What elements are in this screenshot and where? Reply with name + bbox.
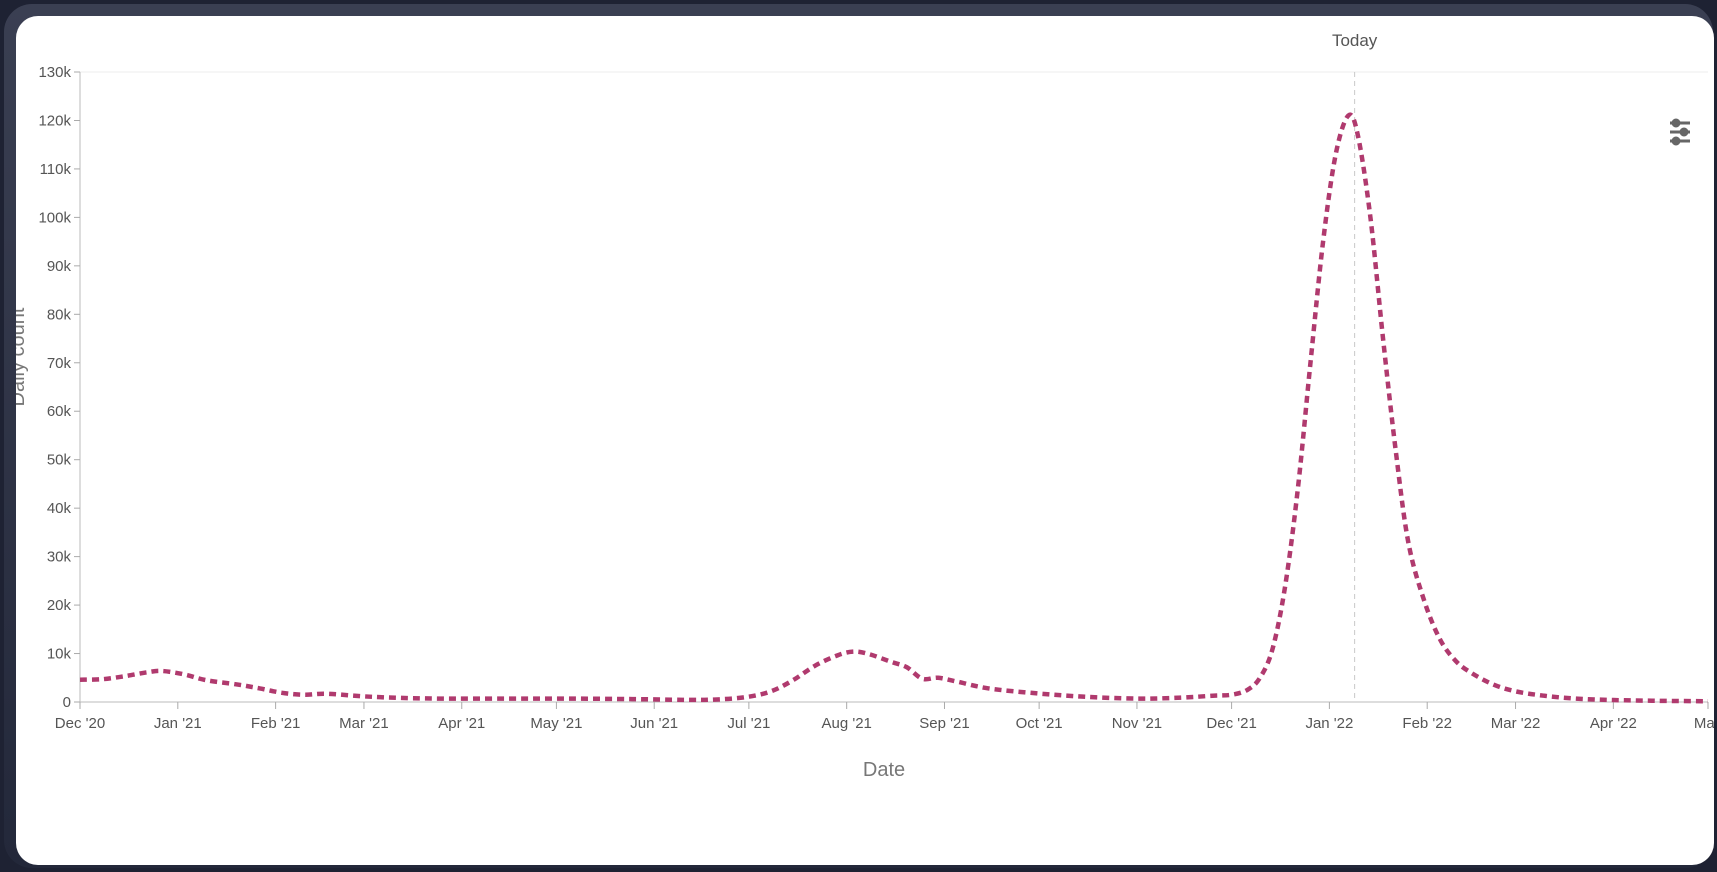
x-axis-title: Date — [863, 759, 905, 781]
y-tick-label: 130k — [38, 64, 71, 81]
chart-card: 0 10k 20k 30k 40k 50k 60k 70k 80k 90k 100k 110k 120k… — [16, 16, 1714, 865]
y-tick-label: 50k — [47, 452, 72, 469]
x-tick-label: Jan '22 — [1305, 715, 1353, 732]
x-tick-label: Apr '22 — [1590, 715, 1637, 732]
window-frame: 0 10k 20k 30k 40k 50k 60k 70k 80k 90k 100k 110k 120k… — [4, 4, 1714, 868]
x-tick-label: Jul '21 — [727, 715, 770, 732]
x-tick-label: Feb '22 — [1402, 715, 1452, 732]
x-tick-label: Jan '21 — [154, 715, 202, 732]
y-tick-label: 100k — [38, 209, 71, 226]
x-tick-label: Mar '22 — [1491, 715, 1541, 732]
y-tick-label: 120k — [38, 112, 71, 129]
settings-sliders-icon[interactable] — [1667, 115, 1693, 155]
x-tick-label: Jun '21 — [630, 715, 678, 732]
x-tick-label: Feb '21 — [251, 715, 301, 732]
x-tick-label: Apr '21 — [438, 715, 485, 732]
y-axis-title: Daily count — [16, 307, 29, 406]
x-tick-label: Dec '20 — [55, 715, 105, 732]
y-tick-label: 0 — [63, 694, 71, 711]
y-tick-label: 80k — [47, 306, 72, 323]
x-tick-label: Mar '21 — [339, 715, 389, 732]
y-tick-label: 70k — [47, 355, 72, 372]
x-tick-label: May '21 — [530, 715, 582, 732]
x-tick-label: May — [1694, 715, 1714, 732]
x-tick-label: Oct '21 — [1016, 715, 1063, 732]
y-tick-label: 40k — [47, 500, 72, 517]
y-tick-label: 30k — [47, 549, 72, 566]
y-tick-label: 10k — [47, 646, 72, 663]
today-marker-label: Today — [1332, 31, 1378, 50]
daily-count-series-line — [79, 112, 1709, 704]
x-tick-label: Sep '21 — [919, 715, 969, 732]
daily-count-line-chart: 0 10k 20k 30k 40k 50k 60k 70k 80k 90k 100k 110k 120k… — [16, 31, 1714, 781]
y-tick-label: 60k — [47, 403, 72, 420]
x-tick-label: Nov '21 — [1112, 715, 1162, 732]
x-tick-label: Aug '21 — [821, 715, 871, 732]
y-tick-label: 90k — [47, 258, 72, 275]
y-tick-label: 110k — [40, 161, 72, 178]
y-tick-label: 20k — [47, 597, 72, 614]
x-tick-label: Dec '21 — [1206, 715, 1256, 732]
